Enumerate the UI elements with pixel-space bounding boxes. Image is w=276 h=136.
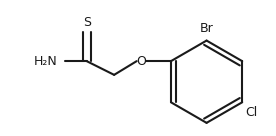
- Text: Br: Br: [200, 22, 213, 35]
- Text: Cl: Cl: [245, 106, 258, 119]
- Text: H₂N: H₂N: [34, 55, 57, 68]
- Text: S: S: [83, 16, 91, 29]
- Text: O: O: [137, 55, 147, 68]
